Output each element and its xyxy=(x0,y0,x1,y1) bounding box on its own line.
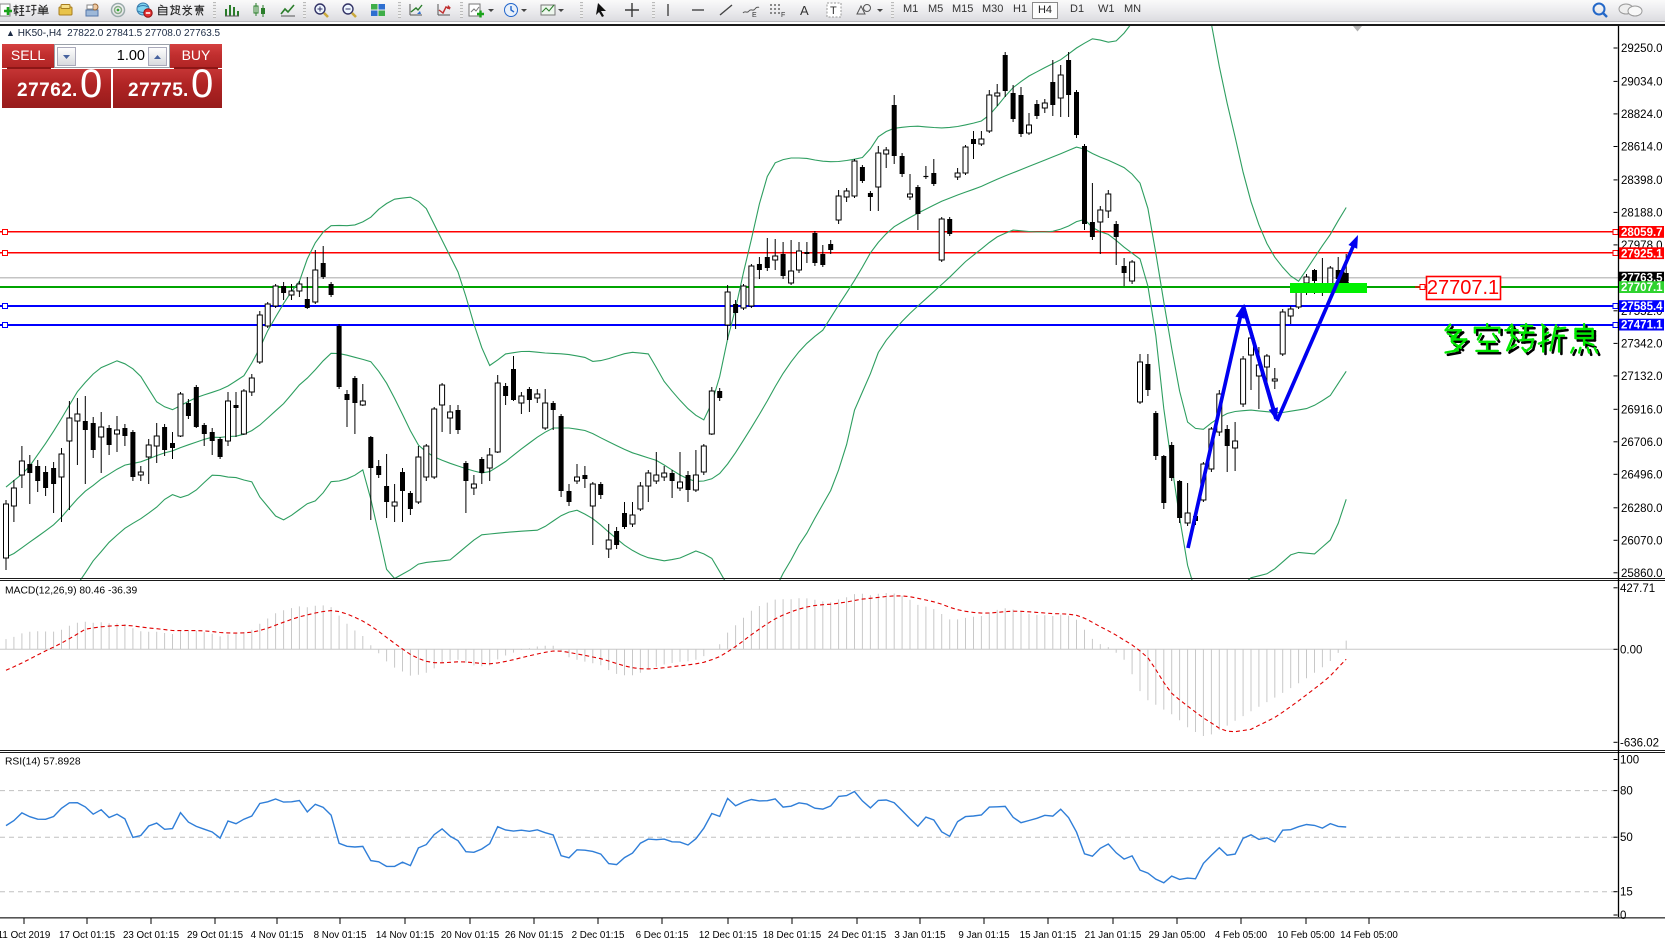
svg-text:28059.7: 28059.7 xyxy=(1621,227,1663,239)
svg-text:6 Dec 01:15: 6 Dec 01:15 xyxy=(636,930,689,941)
svg-text:29 Jan 05:00: 29 Jan 05:00 xyxy=(1149,930,1206,941)
svg-text:26496.0: 26496.0 xyxy=(1621,469,1663,481)
svg-text:24 Dec 01:15: 24 Dec 01:15 xyxy=(828,930,887,941)
svg-text:17 Oct 01:15: 17 Oct 01:15 xyxy=(59,930,116,941)
svg-text:11 Oct 2019: 11 Oct 2019 xyxy=(0,930,50,941)
svg-text:50: 50 xyxy=(1620,832,1633,844)
svg-text:0: 0 xyxy=(1620,910,1626,922)
svg-text:4 Nov 01:15: 4 Nov 01:15 xyxy=(251,930,304,941)
svg-text:14 Nov 01:15: 14 Nov 01:15 xyxy=(376,930,435,941)
svg-text:21 Jan 01:15: 21 Jan 01:15 xyxy=(1085,930,1142,941)
svg-text:27132.0: 27132.0 xyxy=(1621,371,1663,383)
svg-text:12 Dec 01:15: 12 Dec 01:15 xyxy=(699,930,758,941)
svg-text:25860.0: 25860.0 xyxy=(1621,568,1663,580)
svg-text:26070.0: 26070.0 xyxy=(1621,535,1663,547)
svg-text:80: 80 xyxy=(1620,786,1633,798)
svg-text:MACD(12,26,9) 80.46 -36.39: MACD(12,26,9) 80.46 -36.39 xyxy=(5,586,137,597)
svg-text:E: E xyxy=(752,12,757,18)
svg-text:27925.1: 27925.1 xyxy=(1621,248,1663,260)
svg-text:29 Oct 01:15: 29 Oct 01:15 xyxy=(187,930,244,941)
svg-text:2 Dec 01:15: 2 Dec 01:15 xyxy=(572,930,625,941)
svg-text:18 Dec 01:15: 18 Dec 01:15 xyxy=(763,930,822,941)
svg-text:3 Jan 01:15: 3 Jan 01:15 xyxy=(894,930,946,941)
svg-text:26280.0: 26280.0 xyxy=(1621,503,1663,515)
svg-text:26916.0: 26916.0 xyxy=(1621,404,1663,416)
svg-text:4 Feb 05:00: 4 Feb 05:00 xyxy=(1215,930,1268,941)
svg-text:15 Jan 01:15: 15 Jan 01:15 xyxy=(1020,930,1077,941)
svg-text:-636.02: -636.02 xyxy=(1620,737,1659,749)
svg-text:28614.0: 28614.0 xyxy=(1621,142,1663,154)
svg-text:23 Oct 01:15: 23 Oct 01:15 xyxy=(123,930,180,941)
svg-text:F: F xyxy=(781,12,785,18)
svg-text:0.00: 0.00 xyxy=(1620,644,1642,656)
svg-text:10 Feb 05:00: 10 Feb 05:00 xyxy=(1277,930,1335,941)
svg-text:8 Nov 01:15: 8 Nov 01:15 xyxy=(314,930,367,941)
svg-text:29250.0: 29250.0 xyxy=(1621,43,1663,55)
svg-text:27707.1: 27707.1 xyxy=(1427,277,1499,299)
svg-text:29034.0: 29034.0 xyxy=(1621,76,1663,88)
svg-text:28398.0: 28398.0 xyxy=(1621,175,1663,187)
svg-text:15: 15 xyxy=(1620,887,1633,899)
svg-text:28188.0: 28188.0 xyxy=(1621,207,1663,219)
svg-text:100: 100 xyxy=(1620,755,1639,767)
svg-text:27585.4: 27585.4 xyxy=(1621,301,1663,313)
svg-text:20 Nov 01:15: 20 Nov 01:15 xyxy=(441,930,500,941)
svg-text:27471.1: 27471.1 xyxy=(1621,320,1663,332)
svg-text:427.71: 427.71 xyxy=(1620,583,1655,595)
svg-text:14 Feb 05:00: 14 Feb 05:00 xyxy=(1340,930,1398,941)
svg-text:27342.0: 27342.0 xyxy=(1621,338,1663,350)
svg-text:28824.0: 28824.0 xyxy=(1621,109,1663,121)
svg-text:RSI(14) 57.8928: RSI(14) 57.8928 xyxy=(5,757,81,768)
svg-text:26706.0: 26706.0 xyxy=(1621,437,1663,449)
svg-text:26 Nov 01:15: 26 Nov 01:15 xyxy=(505,930,564,941)
svg-text:27707.1: 27707.1 xyxy=(1621,282,1663,294)
svg-text:9 Jan 01:15: 9 Jan 01:15 xyxy=(958,930,1010,941)
svg-text:T: T xyxy=(830,5,837,17)
